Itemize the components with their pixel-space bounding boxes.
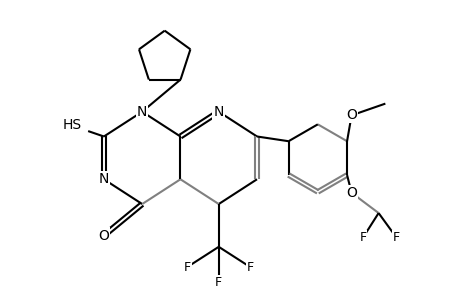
Text: F: F	[392, 231, 399, 244]
Text: O: O	[98, 229, 109, 243]
Text: N: N	[137, 105, 147, 119]
Text: F: F	[246, 261, 253, 274]
Text: N: N	[99, 172, 109, 186]
Text: HS: HS	[63, 118, 82, 132]
Text: N: N	[213, 105, 224, 119]
Text: F: F	[183, 261, 190, 274]
Text: F: F	[358, 231, 366, 244]
Text: O: O	[346, 186, 356, 200]
Text: O: O	[346, 108, 356, 122]
Text: F: F	[215, 276, 222, 289]
